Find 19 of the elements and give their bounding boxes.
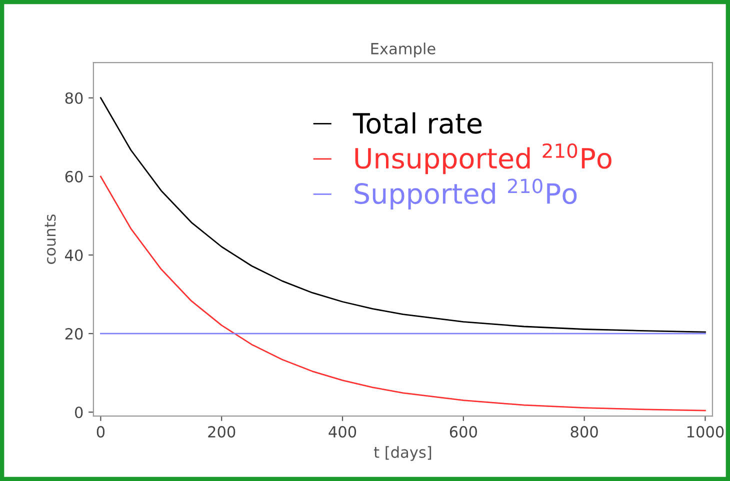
x-tick-label: 800 [570, 426, 598, 438]
x-tick-label: 400 [328, 426, 356, 438]
line-series [100, 97, 706, 333]
y-tick-label: 80 [65, 92, 83, 104]
line-series [100, 176, 706, 412]
x-tick-label: 200 [208, 426, 236, 438]
y-tick-label: 20 [65, 328, 83, 340]
x-tick-label: 1000 [687, 426, 724, 438]
x-tick-label: 0 [96, 426, 105, 438]
y-tick-label: 40 [65, 249, 83, 262]
legend-label: Unsupported $^{210}$Po [355, 143, 612, 174]
x-tick-label: 600 [450, 426, 477, 438]
y-axis-title: counts [44, 214, 56, 264]
legend-label: Total rate [352, 112, 482, 134]
y-tick-label: 60 [65, 170, 83, 182]
legend-label: Supported $^{210}$Po [354, 178, 577, 210]
x-axis-title: t [days] [374, 446, 432, 461]
chart-title: Example [371, 42, 436, 58]
y-tick-label: 0 [75, 406, 83, 418]
